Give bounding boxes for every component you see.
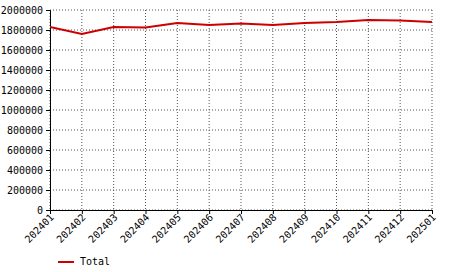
grid-line <box>50 150 432 151</box>
y-tick: 2000000 <box>1 5 50 16</box>
grid-line <box>81 10 82 210</box>
x-tick-mark <box>337 210 338 214</box>
grid-line <box>336 10 337 210</box>
y-tick-mark <box>46 150 50 151</box>
grid-line <box>432 10 433 210</box>
y-tick-mark <box>46 170 50 171</box>
x-tick-label: 202409 <box>277 212 310 245</box>
y-tick-mark <box>46 70 50 71</box>
y-tick-mark <box>46 10 50 11</box>
y-tick-label: 2000000 <box>1 5 43 16</box>
grid-line <box>241 10 242 210</box>
legend-swatch <box>58 261 74 263</box>
grid-line <box>272 10 273 210</box>
x-tick-mark <box>273 210 274 214</box>
chart: 0 200000 400000 600000 800000 1000000 1200000 1… <box>0 0 466 272</box>
y-tick-mark <box>46 190 50 191</box>
y-tick-mark <box>46 210 50 211</box>
y-tick: 1000000 <box>1 105 50 116</box>
plot-area <box>50 20 432 34</box>
y-tick: 600000 <box>7 145 50 156</box>
grid-line <box>400 10 401 210</box>
x-tick: 202405 <box>150 210 183 245</box>
y-tick: 1800000 <box>1 25 50 36</box>
x-tick: 202404 <box>118 210 151 245</box>
x-tick-mark <box>241 210 242 214</box>
y-tick-label: 200000 <box>7 185 43 196</box>
x-tick-label: 202501 <box>405 212 438 245</box>
y-tick: 800000 <box>7 125 50 136</box>
x-tick: 202409 <box>277 210 310 245</box>
y-tick: 1400000 <box>1 65 50 76</box>
x-axis-line <box>51 211 433 215</box>
y-tick-label: 1800000 <box>1 25 43 36</box>
grid-line <box>177 10 178 210</box>
legend-label: Total <box>80 256 110 267</box>
x-tick-label: 202411 <box>341 212 374 245</box>
y-tick-label: 1600000 <box>1 45 43 56</box>
y-tick-label: 400000 <box>7 165 43 176</box>
x-tick-label: 202407 <box>214 212 247 245</box>
y-tick-mark <box>46 110 50 111</box>
x-tick: 202403 <box>86 210 119 245</box>
y-tick-mark <box>46 30 50 31</box>
grid-line <box>209 10 210 210</box>
y-tick-label: 1000000 <box>1 105 43 116</box>
y-tick-label: 600000 <box>7 145 43 156</box>
x-tick: 202501 <box>405 210 438 245</box>
x-tick-label: 202410 <box>309 212 342 245</box>
x-tick: 202408 <box>245 210 278 245</box>
x-tick: 202412 <box>373 210 406 245</box>
y-axis: 0 200000 400000 600000 800000 1000000 1200000 1… <box>1 5 51 216</box>
y-tick-label: 0 <box>37 205 43 216</box>
x-tick: 202407 <box>214 210 247 245</box>
x-tick-mark <box>368 210 369 214</box>
x-tick-label: 202412 <box>373 212 406 245</box>
legend: Total <box>58 256 110 267</box>
x-tick-label: 202406 <box>182 212 215 245</box>
y-tick-mark <box>46 50 50 51</box>
grid-line <box>113 10 114 210</box>
x-tick: 202401 <box>23 210 56 245</box>
grid-line <box>145 10 146 210</box>
x-tick-mark <box>305 210 306 214</box>
x-tick-mark <box>50 210 51 214</box>
grid-line <box>50 90 432 91</box>
y-tick: 1200000 <box>1 85 50 96</box>
x-tick-mark <box>209 210 210 214</box>
x-tick-label: 202403 <box>86 212 119 245</box>
grid-line <box>50 30 432 31</box>
x-tick-mark <box>146 210 147 214</box>
x-tick-label: 202408 <box>245 212 278 245</box>
x-tick-mark <box>114 210 115 214</box>
y-tick: 1600000 <box>1 45 50 56</box>
y-axis-line <box>46 11 51 211</box>
x-axis: 2024012024022024032024042024052024062024… <box>23 210 438 245</box>
grid-line <box>368 10 369 210</box>
x-tick-label: 202402 <box>54 212 87 245</box>
y-tick-mark <box>46 90 50 91</box>
y-tick: 200000 <box>7 185 50 196</box>
x-tick-mark <box>82 210 83 214</box>
series-line <box>50 20 432 34</box>
x-tick-label: 202401 <box>23 212 56 245</box>
y-tick-label: 1200000 <box>1 85 43 96</box>
x-tick-label: 202405 <box>150 212 183 245</box>
grid <box>50 10 432 210</box>
x-tick-mark <box>177 210 178 214</box>
y-tick-label: 800000 <box>7 125 43 136</box>
y-tick-mark <box>46 130 50 131</box>
grid-line <box>304 10 305 210</box>
x-tick: 202411 <box>341 210 374 245</box>
x-tick-mark <box>432 210 433 214</box>
x-tick-label: 202404 <box>118 212 151 245</box>
x-tick: 202406 <box>182 210 215 245</box>
x-tick: 202402 <box>54 210 87 245</box>
x-tick-mark <box>400 210 401 214</box>
x-tick: 202410 <box>309 210 342 245</box>
y-tick-label: 1400000 <box>1 65 43 76</box>
y-tick: 400000 <box>7 165 50 176</box>
